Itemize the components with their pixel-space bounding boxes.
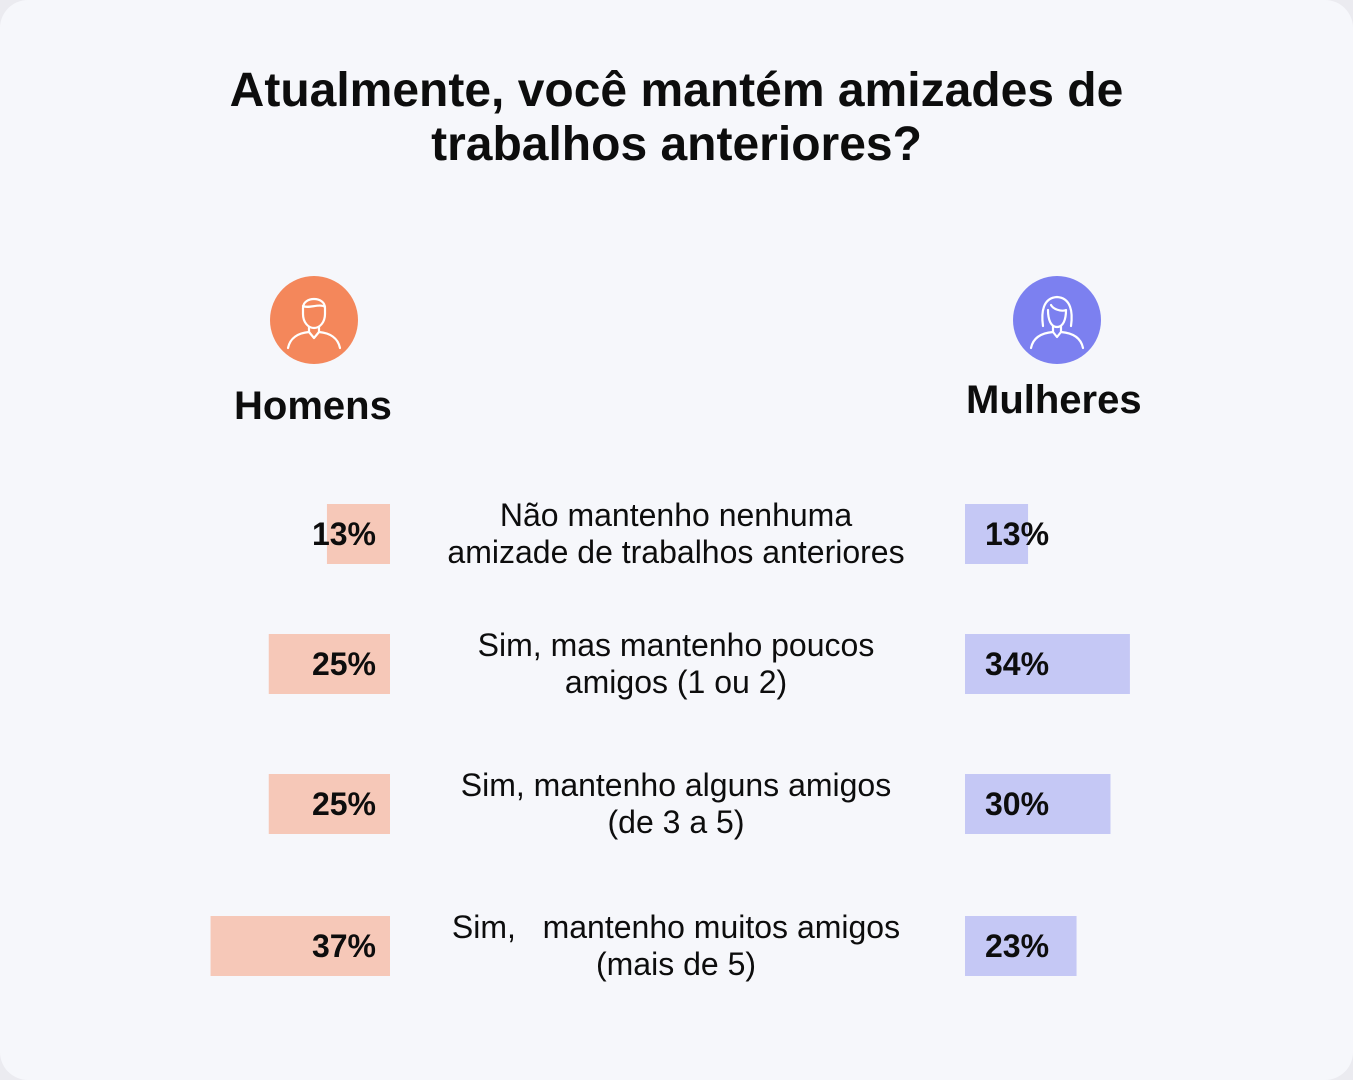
men-bar [268,774,390,834]
category-label-line: amizade de trabalhos anteriores [447,534,904,570]
women-bar [965,916,1077,976]
category-label: Não mantenho nenhuma amizade de trabalhos… [447,497,904,570]
women-group-label: Mulheres [966,378,1142,422]
category-label: Sim, mantenho muitos amigos (mais de 5) [452,909,900,982]
women-bar-label: 13% [985,516,1049,552]
category-label-line: Sim, mantenho muitos amigos [452,909,900,945]
women-bar [965,504,1029,564]
women-bar-label: 34% [985,646,1049,682]
men-bar-label: 25% [312,646,376,682]
man-avatar-icon [270,276,358,364]
women-bar [965,774,1111,834]
title-line-2: trabalhos anteriores? [431,118,922,171]
men-bar-label: 37% [312,928,376,964]
men-bar-label: 25% [312,786,376,822]
men-bar-label: 13% [312,516,376,552]
men-group-label: Homens [234,384,392,428]
title-line-1: Atualmente, você mantém amizades de [229,64,1124,117]
category-label-line: Sim, mantenho alguns amigos [461,767,891,803]
category-label: Sim, mantenho alguns amigos (de 3 a 5) [461,767,891,840]
woman-avatar-icon [1013,276,1101,364]
category-label-line: (de 3 a 5) [608,804,745,840]
chart-title: Atualmente, você mantém amizades de trab… [0,64,1353,172]
men-bar [326,504,390,564]
women-bar-label: 23% [985,928,1049,964]
category-label-line: Não mantenho nenhuma [500,497,852,533]
men-bar [268,634,390,694]
category-label-line: Sim, mas mantenho poucos [478,627,875,663]
women-bar-label: 30% [985,786,1049,822]
category-label: Sim, mas mantenho poucos amigos (1 ou 2) [478,627,875,700]
men-bar [210,916,390,976]
category-label-line: (mais de 5) [596,946,756,982]
women-bar [965,634,1130,694]
category-label-line: amigos (1 ou 2) [565,664,787,700]
